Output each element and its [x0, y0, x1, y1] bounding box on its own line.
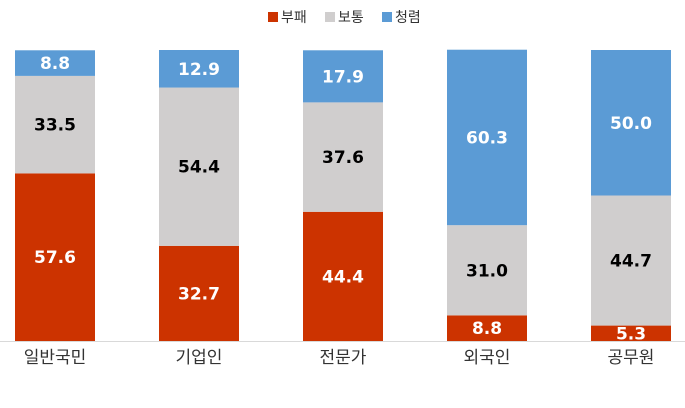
legend-label: 보통	[338, 10, 364, 26]
bar-segment-청렴	[591, 50, 671, 196]
bar-segment-부패	[159, 245, 239, 341]
bar-segment-청렴	[447, 49, 527, 226]
legend-swatch-부패	[268, 12, 278, 22]
bar-segment-청렴	[159, 50, 239, 88]
legend-swatch-보통	[325, 12, 335, 22]
bar-segment-부패	[591, 325, 671, 341]
data-label: 44.4	[322, 267, 364, 287]
bar-segment-부패	[303, 211, 383, 341]
bar-segment-보통	[303, 102, 383, 212]
x-tick-label: 외국인	[464, 348, 511, 368]
x-tick-label: 기업인	[176, 348, 223, 368]
data-label: 44.7	[610, 252, 652, 272]
data-label: 31.0	[466, 261, 508, 281]
x-tick-label: 전문가	[320, 348, 367, 368]
data-label: 57.6	[34, 248, 76, 268]
bar-segment-보통	[447, 225, 527, 316]
data-label: 17.9	[322, 67, 364, 87]
data-label: 37.6	[322, 148, 364, 168]
legend-label: 청렴	[395, 10, 421, 26]
data-label: 54.4	[178, 158, 220, 178]
data-label: 33.5	[34, 116, 76, 136]
x-tick-label: 일반국민	[24, 348, 87, 368]
bar-segment-청렴	[303, 50, 383, 103]
data-label: 8.8	[472, 319, 502, 339]
bar-segment-부패	[15, 173, 95, 341]
data-label: 32.7	[178, 284, 220, 304]
bar-segment-부패	[447, 315, 527, 341]
legend-swatch-청렴	[382, 12, 392, 22]
x-tick-label: 공무원	[608, 348, 655, 368]
legend-label: 부패	[281, 10, 307, 26]
data-label: 8.8	[40, 54, 70, 74]
data-label: 12.9	[178, 60, 220, 80]
bar-segment-청렴	[15, 50, 95, 76]
data-label: 50.0	[610, 114, 652, 134]
data-label: 60.3	[466, 128, 508, 148]
data-label: 5.3	[616, 324, 646, 344]
bar-segment-보통	[15, 75, 95, 174]
bar-segment-보통	[159, 87, 239, 246]
bar-segment-보통	[591, 195, 671, 326]
